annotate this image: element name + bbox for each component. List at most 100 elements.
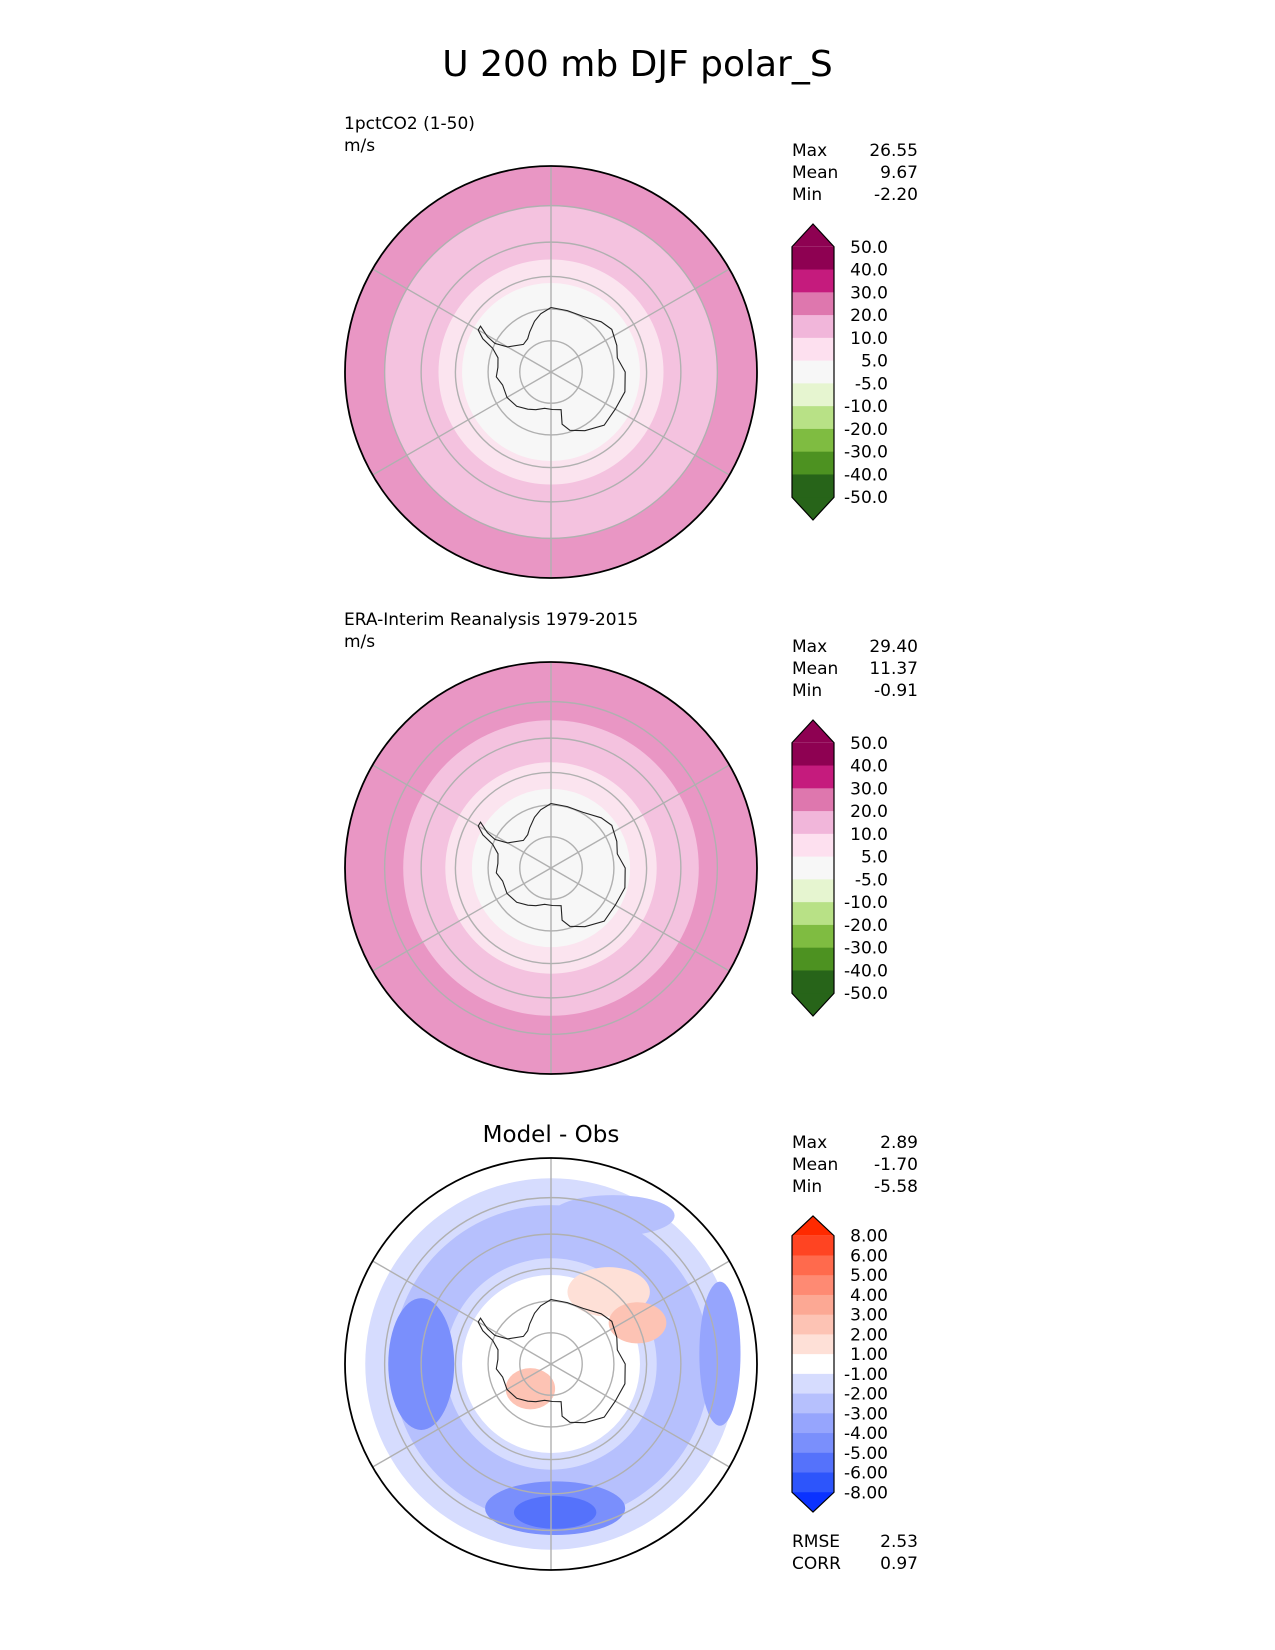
panel1-subtitle: 1pctCO2 (1-50) <box>344 114 475 134</box>
meridian-line <box>550 371 730 476</box>
colorbar-tick-label: 3.00 <box>850 1306 888 1326</box>
colorbar-tick-label: 5.0 <box>861 352 888 372</box>
colorbar-tick-label: 40.0 <box>850 261 888 281</box>
panel2-subtitle: ERA-Interim Reanalysis 1979-2015 <box>344 610 638 630</box>
meridian-line <box>372 1363 552 1468</box>
panel3-rmse-corr: RMSE 2.53 CORR 0.97 <box>792 1532 918 1574</box>
stat-label: Mean <box>792 659 838 679</box>
stat-label: Min <box>792 1177 822 1197</box>
colorbar-segment <box>792 474 834 498</box>
stat-value: 11.37 <box>869 659 918 679</box>
map-boundary <box>344 165 758 579</box>
colorbar-segment <box>792 970 834 994</box>
colorbar-segment <box>792 406 834 430</box>
colorbar-segment <box>792 902 834 926</box>
stat-value: -2.20 <box>874 185 918 205</box>
colorbar-tick-label: -8.00 <box>844 1483 888 1503</box>
panel1-stats: Max 26.55 Mean 9.67 Min -2.20 <box>792 141 918 205</box>
colorbar-segment <box>792 1235 834 1256</box>
colorbar-segment <box>792 428 834 453</box>
anomaly-blob <box>505 1368 556 1410</box>
colorbar-segment <box>792 246 834 271</box>
stat-label: Min <box>792 185 822 205</box>
colorbar-tick-label: -10.0 <box>844 397 888 417</box>
meridian-line <box>550 867 730 972</box>
stat-label: Mean <box>792 1155 838 1175</box>
meridian-line <box>550 268 730 373</box>
colorbar-tick-label: 30.0 <box>850 779 888 799</box>
colorbar-segment <box>792 1275 834 1296</box>
colorbar-segment <box>792 269 834 293</box>
anomaly-blob <box>551 1195 675 1237</box>
figure-title: U 200 mb DJF polar_S <box>442 44 832 85</box>
colorbar-segment <box>792 742 834 767</box>
panel1-units: m/s <box>344 136 375 156</box>
colorbar-tick-label: -50.0 <box>844 488 888 508</box>
colorbar-extend-bottom <box>792 1492 834 1512</box>
colorbar-extend-top <box>792 720 834 743</box>
antarctica-coastline <box>477 306 626 432</box>
colorbar-segment <box>792 1314 834 1335</box>
colorbar-segment <box>792 1472 834 1493</box>
colorbar-tick-label: -5.0 <box>855 374 888 394</box>
colorbar-tick-label: 6.00 <box>850 1246 888 1266</box>
panel2-colorbar: 50.0 40.030.0 20.0 10.0 5.0-5.0 -10.0 -20.0 -30… <box>791 719 888 1017</box>
antarctica-coastline <box>477 802 626 928</box>
colorbar-tick-label: -10.0 <box>844 893 888 913</box>
colorbar-segment <box>792 879 834 903</box>
colorbar-extend-top <box>792 224 834 247</box>
colorbar-tick-label: 50.0 <box>850 734 888 754</box>
colorbar-segment <box>792 1413 834 1434</box>
colorbar-outline <box>791 1215 835 1513</box>
stat-value: -5.58 <box>874 1177 918 1197</box>
colorbar-tick-label: -40.0 <box>844 465 888 485</box>
anomaly-blob <box>699 1281 741 1426</box>
colorbar-tick-label: -40.0 <box>844 961 888 981</box>
stat-value: 26.55 <box>869 141 918 161</box>
colorbar-tick-label: -1.00 <box>844 1365 888 1385</box>
colorbar-segment <box>792 1334 834 1355</box>
colorbar-tick-label: 30.0 <box>850 283 888 303</box>
extra-stat-label: RMSE <box>792 1532 840 1552</box>
colorbar-tick-label: -20.0 <box>844 420 888 440</box>
colorbar-tick-label: -5.00 <box>844 1444 888 1464</box>
panel3-colorbar: 8.006.005.004.003.002.001.00-1.00-2.00-3… <box>791 1215 888 1513</box>
colorbar-segment <box>792 292 834 316</box>
colorbar-tick-label: -30.0 <box>844 939 888 959</box>
colorbar-tick-label: 8.00 <box>850 1227 888 1247</box>
colorbar-segment <box>792 337 834 362</box>
colorbar-tick-label: -50.0 <box>844 984 888 1004</box>
stat-label: Max <box>792 637 827 657</box>
colorbar-tick-label: -30.0 <box>844 443 888 463</box>
stat-value: -1.70 <box>874 1155 918 1175</box>
panel3-polar-map <box>344 1157 758 1571</box>
panel1-polar-map <box>344 165 758 579</box>
colorbar-tick-label: -2.00 <box>844 1385 888 1405</box>
meridian-line <box>550 1260 730 1365</box>
colorbar-tick-label: -6.00 <box>844 1464 888 1484</box>
colorbar-segment <box>792 315 834 339</box>
colorbar-tick-label: 1.00 <box>850 1345 888 1365</box>
stat-value: 9.67 <box>880 163 918 183</box>
colorbar-tick-label: 2.00 <box>850 1325 888 1345</box>
extra-stat-label: CORR <box>792 1554 841 1574</box>
colorbar-segment <box>792 856 834 880</box>
anomaly-blob <box>513 1495 597 1529</box>
colorbar-tick-label: 5.00 <box>850 1266 888 1286</box>
colorbar-tick-label: -5.0 <box>855 870 888 890</box>
stat-label: Mean <box>792 163 838 183</box>
colorbar-tick-label: 20.0 <box>850 306 888 326</box>
antarctica-coastline <box>477 1298 626 1424</box>
colorbar-segment <box>792 811 834 835</box>
panel2-polar-map <box>344 661 758 1075</box>
colorbar-tick-label: -20.0 <box>844 916 888 936</box>
colorbar-segment <box>792 1393 834 1414</box>
panel3-title: Model - Obs <box>483 1122 620 1148</box>
colorbar-outline <box>791 223 835 521</box>
colorbar-segment <box>792 451 834 475</box>
meridian-line <box>372 371 552 476</box>
meridian-line <box>372 268 552 373</box>
stat-value: -0.91 <box>874 681 918 701</box>
meridian-line <box>550 764 730 869</box>
